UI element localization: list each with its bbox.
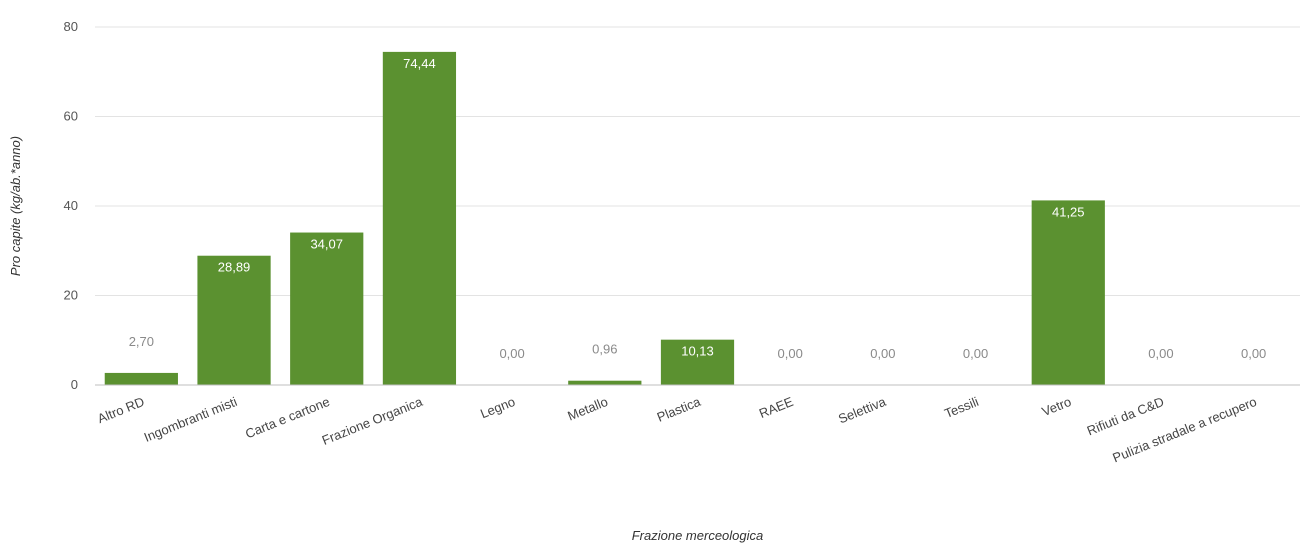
y-tick-label: 40 xyxy=(64,198,78,213)
x-tick-label: Tessili xyxy=(942,394,981,421)
y-tick-label: 80 xyxy=(64,19,78,34)
data-label: 0,00 xyxy=(1241,346,1266,361)
data-label: 10,13 xyxy=(681,344,714,359)
data-label: 34,07 xyxy=(310,237,343,252)
x-tick-label: Metallo xyxy=(565,394,609,424)
x-tick-label: Legno xyxy=(478,394,517,421)
y-tick-label: 20 xyxy=(64,288,78,303)
x-tick-label: Ingombranti misti xyxy=(142,394,239,445)
data-label: 28,89 xyxy=(218,260,251,275)
data-labels: 2,70 28,89 34,07 74,44 0,00 0,96 10,13 0,00 0,00… xyxy=(129,56,1267,361)
x-tick-label: Frazione Organica xyxy=(320,394,425,448)
bar xyxy=(197,255,271,385)
bar xyxy=(104,372,178,385)
data-label: 74,44 xyxy=(403,56,436,71)
x-tick-label: Altro RD xyxy=(95,394,146,426)
bar xyxy=(290,232,364,385)
x-axis-title: Frazione merceologica xyxy=(632,528,764,543)
y-axis-title: Pro capite (kg/ab.*anno) xyxy=(8,136,23,276)
x-tick-label: Carta e cartone xyxy=(243,394,332,441)
data-label: 0,00 xyxy=(499,346,524,361)
data-label: 41,25 xyxy=(1052,204,1085,219)
x-tick-label: RAEE xyxy=(757,394,796,421)
data-label: 0,00 xyxy=(963,346,988,361)
grid-lines xyxy=(95,26,1300,296)
y-axis-ticks: 0 20 40 60 80 xyxy=(64,19,78,392)
y-tick-label: 60 xyxy=(64,109,78,124)
bars xyxy=(104,51,1105,385)
data-label: 0,00 xyxy=(870,346,895,361)
x-tick-label: Selettiva xyxy=(836,394,889,427)
bar xyxy=(1031,200,1105,385)
bar xyxy=(382,51,457,385)
data-label: 2,70 xyxy=(129,334,154,349)
x-tick-label: Plastica xyxy=(655,394,704,425)
x-tick-label: Rifiuti da C&D xyxy=(1085,394,1166,438)
x-tick-label: Vetro xyxy=(1040,394,1074,419)
bar xyxy=(660,339,735,385)
data-label: 0,00 xyxy=(1148,346,1173,361)
y-tick-label: 0 xyxy=(71,377,78,392)
data-label: 0,96 xyxy=(592,342,617,357)
data-label: 0,00 xyxy=(778,346,803,361)
bar xyxy=(568,380,642,385)
